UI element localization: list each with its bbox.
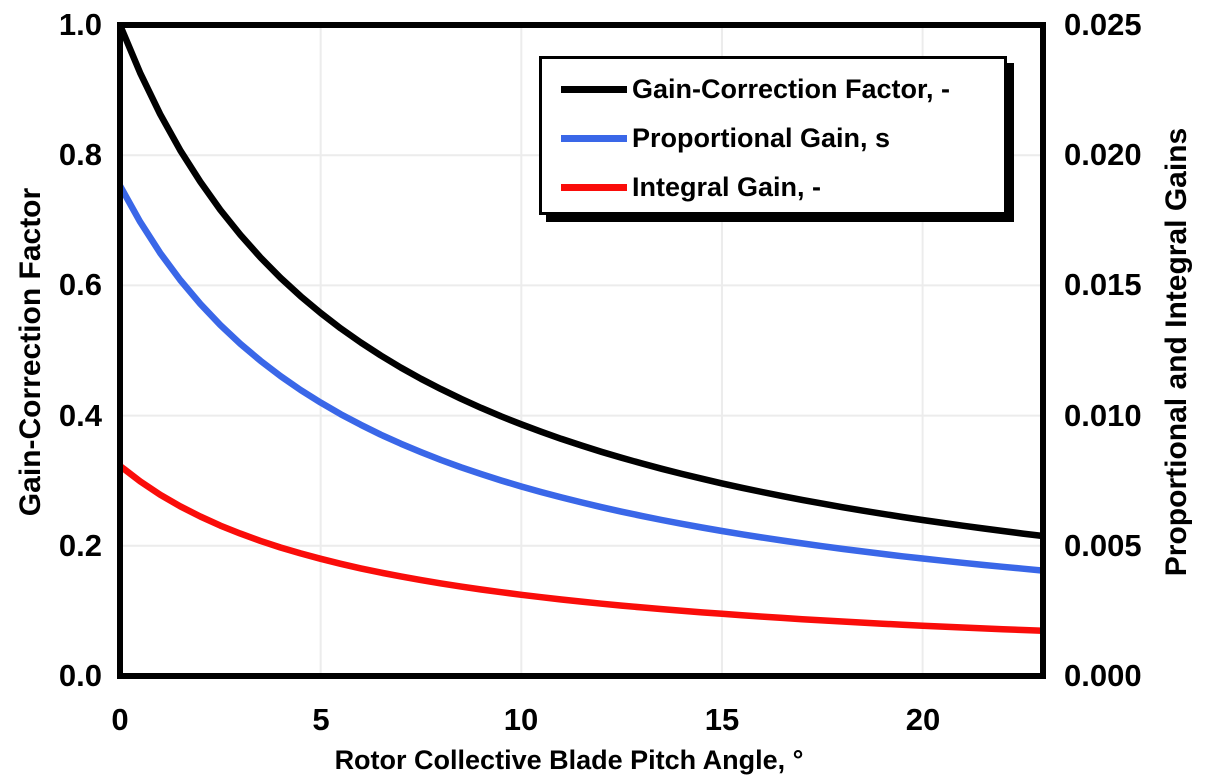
plot-area	[117, 22, 1046, 679]
plot-frame	[117, 22, 1046, 679]
y-left-tick-0.8: 0.8	[58, 137, 102, 172]
y-right-tick-0.010: 0.010	[1064, 398, 1142, 433]
x-axis-title: Rotor Collective Blade Pitch Angle, °	[334, 745, 804, 775]
y-right-tick-0.020: 0.020	[1064, 137, 1142, 172]
legend-item-proportional-gain: Proportional Gain, s	[542, 114, 1004, 163]
integral-gain-line-swatch	[561, 184, 627, 191]
y-left-axis-title: Gain-Correction Factor	[14, 187, 47, 517]
y-left-tick-0.4: 0.4	[58, 398, 102, 433]
legend-item-label: Integral Gain, -	[632, 172, 822, 202]
legend: Gain-Correction Factor, - Proportional G…	[539, 56, 1007, 215]
y-left-tick-0.2: 0.2	[58, 528, 102, 563]
legend-item-integral-gain: Integral Gain, -	[542, 163, 1004, 212]
gain-schedule-chart: 1.0 0.8 0.6 0.4 0.2 0.0 0.025 0.020 0.01…	[14, 7, 1193, 776]
legend-item-label: Gain-Correction Factor, -	[632, 74, 951, 104]
y-right-tick-0.000: 0.000	[1064, 658, 1142, 693]
proportional-gain-line-swatch	[561, 135, 627, 142]
y-right-tick-0.005: 0.005	[1064, 528, 1142, 563]
y-right-tick-0.015: 0.015	[1064, 267, 1142, 302]
y-left-tick-0.6: 0.6	[58, 267, 102, 302]
x-tick-10: 10	[503, 702, 539, 737]
y-right-tick-0.025: 0.025	[1064, 7, 1142, 42]
series-line-gain-correction-factor	[117, 23, 1044, 540]
gain-correction-line-swatch	[561, 86, 627, 93]
y-left-tick-0.0: 0.0	[58, 658, 102, 693]
x-tick-5: 5	[312, 702, 330, 737]
series-line-integral-gain	[118, 463, 1044, 635]
y-left-tick-1.0: 1.0	[58, 7, 102, 42]
x-tick-20: 20	[905, 702, 941, 737]
y-right-axis-title: Proportional and Integral Gains	[1160, 127, 1193, 577]
series-line-proportional-gain-s	[117, 184, 1044, 574]
legend-item-label: Proportional Gain, s	[632, 123, 891, 153]
x-tick-15: 15	[704, 702, 740, 737]
legend-item-gain-correction: Gain-Correction Factor, -	[542, 65, 1004, 114]
x-tick-0: 0	[111, 702, 129, 737]
